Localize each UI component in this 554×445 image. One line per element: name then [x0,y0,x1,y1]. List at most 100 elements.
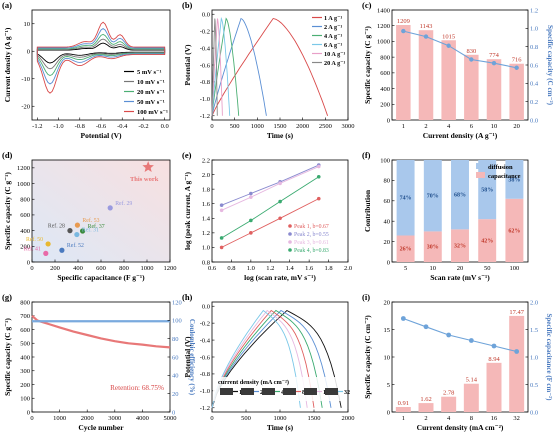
y-tick-label: 300 [20,368,30,375]
y-tick-label: 1400 [377,7,390,14]
x-tick-label: 50 [484,265,491,272]
panel-0: -1.2 -1.0 -0.8 -0.6 -0.4 -0.2 0.0 -20 -10 0 10 Pote… [2,0,171,140]
cell-photo [262,388,275,395]
y-tick-label: 0 [27,409,30,416]
x-tick-label: 32 [513,415,520,422]
bar-diffusion [505,160,524,199]
y-tick-label: -10 [21,76,30,83]
bar-label: 62% [508,228,520,234]
x-tick-label: 6 [470,123,474,130]
point-label: Ref. 37 [88,223,105,230]
capacity-line [403,30,517,69]
y-axis-label: log (peak current, A g⁻¹) [183,172,192,250]
x-tick-label: 1200 [164,265,177,272]
x-tick-label: 2000 [296,123,309,130]
gcd-curve-3 [211,309,315,408]
y-tick-label: 40 [384,219,391,226]
data-point [107,205,113,211]
y-axis-label: Specific capacity (C g⁻¹) [363,26,372,104]
x-tick-label: 10 [491,123,498,130]
data-point [219,236,224,240]
data-point [316,196,321,201]
data-point [278,181,282,186]
bar-value-label: 1143 [420,23,433,30]
panel-letter: (f) [362,150,371,160]
legend-entry: 1 A g⁻¹ [324,15,342,22]
gcd-curve-5 [211,18,218,116]
y-tick-label: 0.0 [202,12,210,19]
bar-value-label: 0.91 [398,400,409,407]
bar-value-label: 1.62 [420,396,431,403]
y2-tick-label: 100 [172,318,182,325]
x-tick-label: 2500 [319,123,332,130]
y-tick-label: 600 [20,327,30,334]
bar [418,30,434,121]
plot-frame [391,301,529,413]
y-axis-label: Specific capacity (C cm⁻²) [363,315,372,399]
y-axis-label: Potential (V) [183,44,192,86]
bar-label: 74% [400,196,412,202]
x-tick-label: 16 [491,415,498,422]
legend-entry: 2 [260,390,263,396]
y2-tick-label: 2.0 [530,299,538,306]
x-tick-label: 1000 [251,123,264,130]
y-tick-label: 1000 [17,181,30,188]
x-tick-label: 100 [510,265,520,272]
x-tick-label: 1.4 [286,265,295,272]
x-axis-label: Specific capacitance (F g⁻¹) [57,273,145,282]
x-tick-label: 1500 [308,415,321,422]
legend-entry: diffusion [488,164,513,171]
gcd-curve-2 [211,309,323,408]
y-tick-label: 1200 [377,23,390,30]
y-tick-label: 800 [20,299,30,306]
bar-value-label: 17.47 [509,309,524,316]
y2-tick-label: 60 [172,354,179,361]
bar [441,396,457,412]
retention-annotation: Retention: 68.75% [110,384,164,392]
y-axis-label: Potential (V) [183,336,192,378]
x-tick-label: 4000 [136,415,149,422]
legend-entry: 4 [281,390,284,396]
x-axis-label: Scan rate (mV s⁻¹) [430,273,490,282]
y2-tick-label: 0.5 [530,382,538,389]
data-point [67,228,73,234]
y2-tick-label: 120 [172,299,182,306]
y2-tick-label: 20 [172,391,179,398]
gcd-curve-4 [211,18,223,116]
bar-value-label: 5.14 [466,377,478,384]
x-tick-label: -1.0 [53,123,63,130]
y-tick-label: 100 [380,157,390,164]
x-tick-label: 2000 [342,415,355,422]
legend-entry: 8 [302,390,305,396]
y2-tick-label: 40 [172,373,179,380]
bar [441,40,456,120]
x-tick-label: 1.2 [266,265,274,272]
bar [486,59,502,120]
plot-frame [31,301,171,413]
gcd-curve-4 [211,309,308,408]
y-tick-label: 800 [20,197,30,204]
bar [395,406,411,412]
x-tick-label: 0.0 [161,123,169,130]
data-point [278,216,282,221]
bar [486,362,502,412]
y-tick-label: 0 [27,259,30,266]
legend-entry: 2 A g⁻¹ [324,24,342,31]
x-tick-label: 600 [96,265,106,272]
x-tick-label: 500 [230,123,240,130]
point-label: Ref. 53 [82,217,99,224]
y-tick-label: -0.2 [200,320,210,327]
y-tick-label: 1.8 [202,186,210,193]
y2-tick-label: 0 [172,409,175,416]
plot-background [32,160,170,262]
data-point [45,241,51,247]
capacity-curve [31,314,171,349]
x-tick-label: 1000 [274,415,287,422]
y2-tick-label: 0.0 [530,409,538,416]
x-tick-label: 20 [513,123,520,130]
legend-marker [288,232,292,236]
gcd-curve-1 [211,17,267,116]
y-tick-label: 0 [387,259,390,266]
line-point [446,43,451,48]
y-tick-label: -20 [21,104,30,111]
